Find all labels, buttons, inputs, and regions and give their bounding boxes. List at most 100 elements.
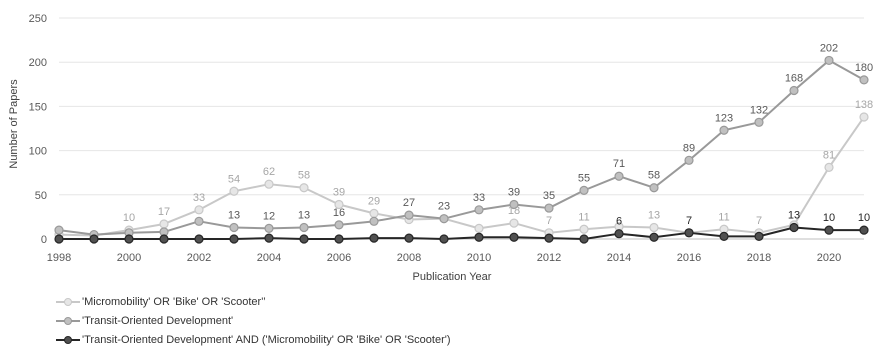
data-label-1-2018: 132 <box>750 104 768 116</box>
data-point-1-2011 <box>509 199 519 210</box>
data-label-1-2014: 71 <box>613 158 625 170</box>
data-point-2-2006 <box>334 234 344 244</box>
data-point-2-2017 <box>719 231 729 241</box>
data-label-0-2004: 62 <box>263 166 275 178</box>
x-tick-label-2012: 2012 <box>537 252 561 264</box>
data-point-2-2002 <box>194 234 204 244</box>
data-point-2-2004 <box>264 233 274 243</box>
data-label-1-2009: 23 <box>438 201 450 213</box>
data-point-0-2001 <box>159 219 169 229</box>
data-label-0-2013: 11 <box>578 211 589 223</box>
data-point-0-2003 <box>229 186 239 196</box>
data-point-2-2011 <box>509 232 519 242</box>
y-tick-label-150: 150 <box>29 101 47 113</box>
data-point-2-2014 <box>614 229 624 239</box>
data-point-1-2004 <box>264 223 274 233</box>
data-label-1-2010: 33 <box>473 192 485 204</box>
legend-marker-tod <box>56 316 80 325</box>
data-point-0-2010 <box>474 223 484 233</box>
x-axis-title: Publication Year <box>413 271 492 283</box>
data-point-0-2004 <box>264 179 274 189</box>
series-line-2 <box>59 226 864 240</box>
data-label-2-2019: 13 <box>788 210 800 222</box>
data-point-1-2010 <box>474 205 484 215</box>
data-point-2-2021 <box>859 225 869 235</box>
data-label-0-2011: 18 <box>508 205 520 217</box>
legend-marker-tod-and-micromobility <box>56 335 80 344</box>
data-point-1-2012 <box>544 203 554 213</box>
data-point-1-2013 <box>579 185 589 195</box>
gridlines <box>59 17 864 196</box>
data-label-0-2021: 138 <box>855 99 873 111</box>
data-label-1-2016: 89 <box>683 142 695 154</box>
data-point-1-2021 <box>859 75 869 85</box>
data-point-0-2011 <box>509 218 519 228</box>
series-line-1 <box>58 59 865 236</box>
data-point-1-2005 <box>299 222 309 233</box>
data-point-2-2015 <box>649 232 659 242</box>
data-point-2-2003 <box>229 234 239 244</box>
legend-item-tod-and-micromobility: 'Transit-Oriented Development' AND ('Mic… <box>56 330 451 349</box>
data-label-0-2006: 39 <box>333 187 345 199</box>
data-label-1-2017: 123 <box>715 112 733 124</box>
data-label-1-2003: 13 <box>228 210 240 222</box>
data-point-0-2007 <box>369 208 379 218</box>
data-label-1-2015: 58 <box>648 170 660 182</box>
legend-label-tod-and-micromobility: 'Transit-Oriented Development' AND ('Mic… <box>82 333 451 346</box>
data-label-2-2014: 6 <box>616 216 622 228</box>
data-label-1-2020: 202 <box>820 42 838 54</box>
data-labels: 10 17 33 54 62 58 39 29 18 7 11 13 11 7 81 138 13 12 13 16 2… <box>123 42 873 227</box>
data-label-0-2007: 29 <box>368 195 380 207</box>
data-point-1-2007 <box>369 216 379 226</box>
x-tick-label-1998: 1998 <box>47 252 71 264</box>
x-tick-label-2004: 2004 <box>257 252 281 264</box>
y-tick-label-50: 50 <box>35 190 47 202</box>
data-label-1-2011: 39 <box>508 187 520 199</box>
data-point-0-2021 <box>859 112 869 122</box>
data-label-0-2017: 11 <box>718 211 729 223</box>
data-point-2-2013 <box>579 234 589 244</box>
data-label-0-2003: 54 <box>228 173 240 185</box>
data-label-2-2021: 10 <box>858 212 870 224</box>
data-label-0-2000: 10 <box>123 212 135 224</box>
data-point-0-2015 <box>649 222 659 233</box>
data-label-2-2020: 10 <box>823 212 835 224</box>
y-tick-label-100: 100 <box>29 146 47 158</box>
data-point-0-2002 <box>194 205 204 215</box>
data-point-2-2018 <box>754 231 764 241</box>
data-label-0-2002: 33 <box>193 192 205 204</box>
data-point-2-1999 <box>89 234 99 244</box>
series-lines <box>54 55 869 244</box>
series-line-0 <box>58 116 865 237</box>
y-axis-title: Number of Papers <box>8 79 20 169</box>
legend-label-micromobility: 'Micromobility' OR 'Bike' OR 'Scooter'’ <box>82 295 266 308</box>
data-point-1-1998 <box>54 225 64 235</box>
data-point-2-2020 <box>824 225 834 235</box>
data-point-2-2000 <box>124 234 134 244</box>
legend-item-micromobility: 'Micromobility' OR 'Bike' OR 'Scooter'’ <box>56 292 451 311</box>
x-tick-label-2018: 2018 <box>747 252 771 264</box>
data-point-2-2007 <box>369 233 379 243</box>
data-point-0-2013 <box>579 224 589 234</box>
data-point-1-2018 <box>754 117 764 127</box>
x-tick-label-2014: 2014 <box>607 252 631 264</box>
x-tick-label-2008: 2008 <box>397 252 421 264</box>
y-tick-label-250: 250 <box>29 13 47 25</box>
data-label-1-2021: 180 <box>855 62 873 74</box>
data-label-1-2013: 55 <box>578 172 590 184</box>
data-label-0-2005: 58 <box>298 170 310 182</box>
legend-label-tod: 'Transit-Oriented Development' <box>82 314 234 327</box>
line-chart: 0 50 100 150 200 250 1998 2000 2002 2004 2006 2008… <box>8 13 873 283</box>
y-tick-label-0: 0 <box>41 234 47 246</box>
x-tick-label-2002: 2002 <box>187 252 211 264</box>
data-point-1-2009 <box>439 214 449 224</box>
y-axis-ticks: 0 50 100 150 200 250 <box>29 13 47 246</box>
legend-item-tod: 'Transit-Oriented Development' <box>56 311 451 330</box>
data-point-1-2002 <box>194 216 204 226</box>
data-label-1-2008: 27 <box>403 197 415 209</box>
data-label-0-2020: 81 <box>823 149 835 161</box>
data-label-0-2001: 17 <box>158 206 170 218</box>
data-point-2-2005 <box>299 234 309 244</box>
data-point-0-2006 <box>334 199 344 210</box>
y-tick-label-200: 200 <box>29 57 47 69</box>
